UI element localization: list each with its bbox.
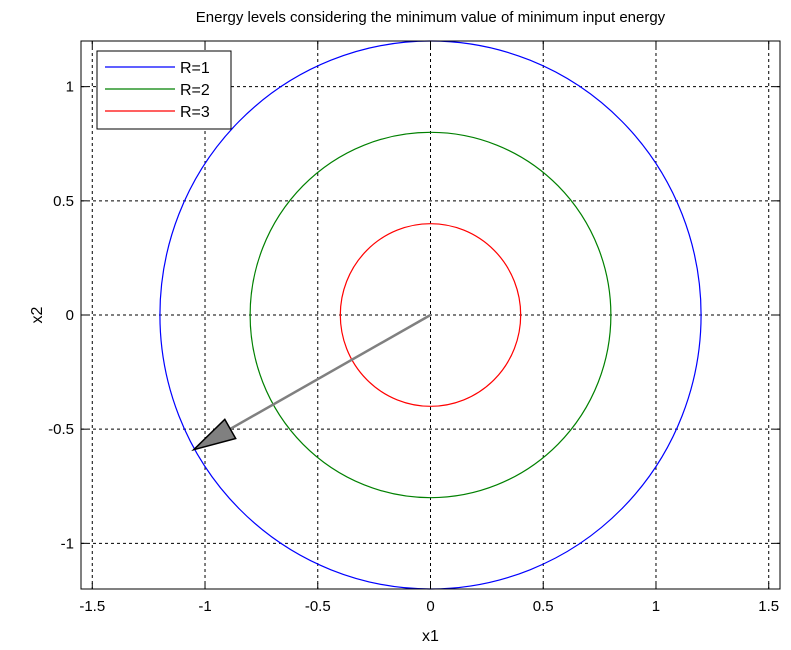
- y-tick-label: 1: [66, 79, 74, 96]
- series-3-line: [339, 223, 522, 407]
- x-tick-label: 1: [652, 598, 660, 615]
- axes: -1.5 -1 -0.5 0 0.5 1 1.5 -1 -0.5 0 0.5 1: [48, 40, 781, 615]
- x-tick-label: -0.5: [305, 598, 331, 615]
- legend-label-2: R=2: [180, 82, 210, 99]
- y-tick-label: -0.5: [48, 421, 74, 438]
- arrow-shaft: [229, 313, 432, 431]
- chart-title: Energy levels considering the minimum va…: [196, 9, 666, 26]
- legend-label-3: R=3: [180, 104, 210, 121]
- x-tick-label: -1.5: [79, 598, 105, 615]
- arrow-head: [191, 418, 237, 452]
- y-tick-label: -1: [61, 535, 74, 552]
- x-axis-title: x1: [422, 628, 439, 645]
- y-tick-label: 0.5: [53, 193, 74, 210]
- x-tick-label: 0: [426, 598, 434, 615]
- legend: R=1 R=2 R=3: [96, 50, 232, 130]
- x-tick-label: 1.5: [758, 598, 779, 615]
- y-tick-label: 0: [66, 307, 74, 324]
- annotation-layer: [191, 313, 432, 452]
- x-tick-label: 0.5: [533, 598, 554, 615]
- x-tick-label: -1: [198, 598, 211, 615]
- legend-label-1: R=1: [180, 60, 210, 77]
- y-axis-title: x2: [29, 306, 46, 323]
- legend-box: [96, 50, 232, 130]
- series-2-line: [249, 131, 612, 499]
